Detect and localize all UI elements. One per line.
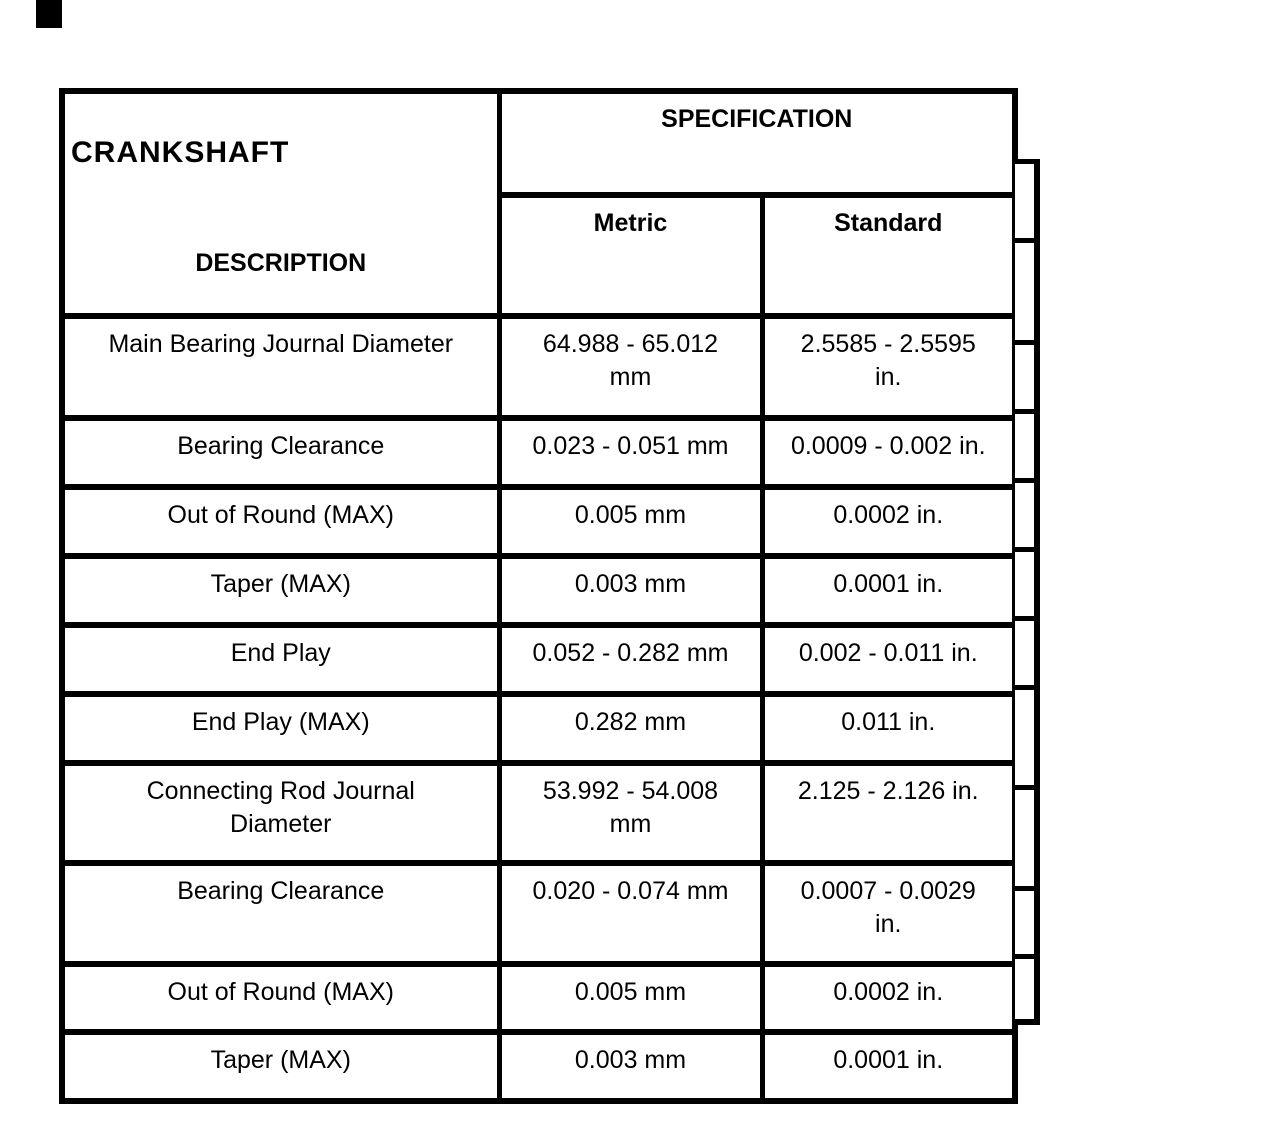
specification-header: SPECIFICATION [496,88,1018,198]
metric-value-cell: 0.005 mm [496,484,765,559]
row-divider-line [1015,547,1034,552]
metric-column-header: Metric [496,191,765,320]
standard-column-header: Standard [759,191,1018,320]
table-row: End Play (MAX) 0.282 mm 0.011 in. [59,691,1018,766]
row-divider-line [1015,409,1034,414]
description-cell: Bearing Clearance [59,860,502,967]
row-divider-line [1015,954,1034,959]
metric-value-cell: 53.992 - 54.008 mm [496,760,765,866]
description-header-cell: CRANKSHAFT DESCRIPTION [59,88,502,319]
standard-value-cell: 0.0002 in. [759,961,1018,1035]
metric-value-cell: 0.003 mm [496,1029,765,1104]
table-row: Bearing Clearance 0.020 - 0.074 mm 0.000… [59,860,1018,967]
scan-artifact-mark [36,0,62,28]
description-column-header: DESCRIPTION [195,249,367,277]
description-cell: Taper (MAX) [59,553,502,628]
row-divider-line [1015,616,1034,621]
description-cell: Main Bearing Journal Diameter [59,313,502,421]
table-row: Out of Round (MAX) 0.005 mm 0.0002 in. [59,484,1018,559]
row-divider-line [1015,685,1034,690]
standard-value-cell: 0.011 in. [759,691,1018,766]
empty-right-column [1015,159,1040,1025]
row-divider-line [1015,340,1034,345]
table-row: Connecting Rod Journal Diameter 53.992 -… [59,760,1018,866]
crankshaft-spec-table: CRANKSHAFT DESCRIPTION SPECIFICATION Met… [59,88,1018,1104]
metric-value-cell: 0.020 - 0.074 mm [496,860,765,967]
row-divider-line [1015,886,1034,891]
units-header-row: Metric Standard [62,191,1018,320]
standard-value-cell: 2.125 - 2.126 in. [759,760,1018,866]
row-divider-line [1015,238,1034,243]
standard-value-cell: 0.0001 in. [759,1029,1018,1104]
description-cell: Out of Round (MAX) [59,484,502,559]
metric-value-cell: 64.988 - 65.012 mm [496,313,765,421]
metric-value-cell: 0.282 mm [496,691,765,766]
metric-value-cell: 0.005 mm [496,961,765,1035]
table-row: Taper (MAX) 0.003 mm 0.0001 in. [59,1029,1018,1104]
specification-header-row: CRANKSHAFT DESCRIPTION SPECIFICATION [59,88,1018,319]
standard-value-cell: 0.0009 - 0.002 in. [759,415,1018,490]
table-row: Out of Round (MAX) 0.005 mm 0.0002 in. [59,961,1018,1035]
metric-value-cell: 0.052 - 0.282 mm [496,622,765,697]
description-cell: End Play (MAX) [59,691,502,766]
metric-value-cell: 0.023 - 0.051 mm [496,415,765,490]
table-row: Main Bearing Journal Diameter 64.988 - 6… [59,313,1018,421]
row-divider-line [1015,785,1034,790]
row-divider-line [1015,478,1034,483]
metric-value-cell: 0.003 mm [496,553,765,628]
description-cell: Taper (MAX) [59,1029,502,1104]
description-cell: End Play [59,622,502,697]
standard-value-cell: 0.002 - 0.011 in. [759,622,1018,697]
standard-value-cell: 0.0007 - 0.0029 in. [759,860,1018,967]
table-row: End Play 0.052 - 0.282 mm 0.002 - 0.011 … [59,622,1018,697]
description-cell: Connecting Rod Journal Diameter [59,760,502,866]
standard-value-cell: 0.0001 in. [759,553,1018,628]
description-cell: Bearing Clearance [59,415,502,490]
table-row: Bearing Clearance 0.023 - 0.051 mm 0.000… [59,415,1018,490]
standard-value-cell: 0.0002 in. [759,484,1018,559]
table-title: CRANKSHAFT [71,136,290,169]
description-cell: Out of Round (MAX) [59,961,502,1035]
table-row: Taper (MAX) 0.003 mm 0.0001 in. [59,553,1018,628]
standard-value-cell: 2.5585 - 2.5595 in. [759,313,1018,421]
